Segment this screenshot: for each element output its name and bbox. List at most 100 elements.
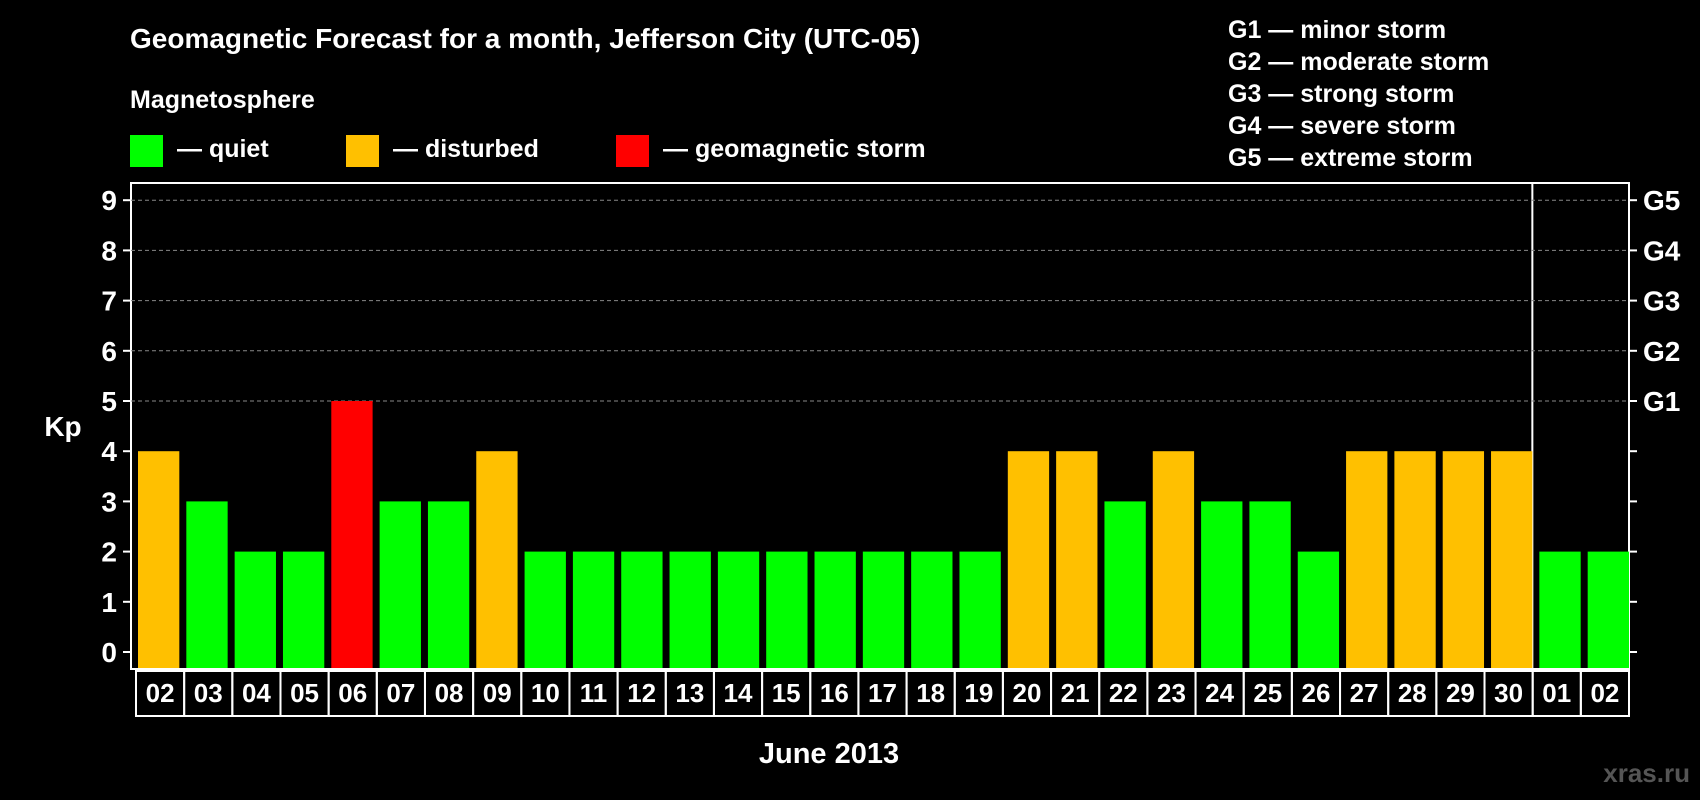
- x-tick-label: 08: [435, 678, 464, 708]
- x-tick-label: 09: [483, 678, 512, 708]
- storm-level-item: G4 — severe storm: [1228, 112, 1456, 140]
- legend-item: — geomagnetic storm: [616, 135, 926, 167]
- x-tick-label: 29: [1446, 678, 1475, 708]
- x-tick-label: 23: [1157, 678, 1186, 708]
- x-tick-label: 25: [1253, 678, 1282, 708]
- x-tick-label: 16: [820, 678, 849, 708]
- storm-scale-label: G4: [1643, 235, 1681, 266]
- bar: [1201, 501, 1243, 668]
- legend-swatch: [616, 135, 649, 167]
- legend-label: — disturbed: [393, 135, 539, 163]
- x-tick-label: 14: [724, 678, 753, 708]
- x-tick-label: 04: [242, 678, 271, 708]
- bar: [766, 551, 808, 668]
- bar: [1152, 451, 1195, 668]
- y-tick-label: 3: [101, 486, 117, 517]
- bar: [476, 451, 518, 668]
- storm-scale-label: G3: [1643, 286, 1680, 317]
- plot-frame: [130, 182, 1630, 670]
- x-tick-label: 12: [627, 678, 656, 708]
- date-cell: [1579, 670, 1631, 717]
- bar: [1587, 551, 1629, 668]
- storm-level-item: G2 — moderate storm: [1228, 48, 1489, 76]
- storm-level-item: G5 — extreme storm: [1228, 144, 1473, 172]
- y-tick-label: 4: [101, 436, 117, 467]
- x-tick-label: 19: [964, 678, 993, 708]
- legend-swatch: [130, 135, 163, 167]
- y-tick-label: 7: [101, 286, 117, 317]
- bar: [1394, 451, 1436, 668]
- y-tick-label: 8: [101, 235, 117, 266]
- bar: [911, 551, 953, 668]
- bar: [1007, 451, 1050, 668]
- bar: [524, 551, 566, 668]
- legend-heading: Magnetosphere: [130, 86, 315, 114]
- storm-scale-label: G2: [1643, 336, 1680, 367]
- bar: [1056, 451, 1098, 668]
- legend-label: — geomagnetic storm: [663, 135, 926, 163]
- x-tick-label: 21: [1061, 678, 1090, 708]
- x-tick-label: 24: [1205, 678, 1234, 708]
- x-tick-label: 26: [1301, 678, 1330, 708]
- y-tick-label: 9: [101, 185, 117, 216]
- x-tick-label: 03: [194, 678, 223, 708]
- legend-item: — quiet: [130, 135, 269, 167]
- x-tick-label: 20: [1013, 678, 1042, 708]
- x-tick-label: 18: [916, 678, 945, 708]
- legend-item: — disturbed: [346, 135, 539, 167]
- x-tick-label: 22: [1109, 678, 1138, 708]
- x-tick-label: 30: [1494, 678, 1523, 708]
- storm-level-list: G1 — minor storm G2 — moderate storm G3 — …: [1228, 16, 1489, 172]
- bar: [1346, 451, 1388, 668]
- storm-scale-label: G5: [1643, 185, 1680, 216]
- y-tick-label: 1: [101, 587, 117, 618]
- y-tick-label: 0: [101, 637, 117, 668]
- x-tick-label: 17: [868, 678, 897, 708]
- bar: [379, 501, 421, 668]
- legend: — quiet — disturbed — geomagnetic storm: [130, 135, 926, 167]
- y-axis-label: Kp: [44, 411, 81, 442]
- bar: [1539, 551, 1581, 668]
- x-tick-label: 02: [146, 678, 175, 708]
- x-tick-label: 02: [1590, 678, 1619, 708]
- bar: [234, 551, 276, 668]
- x-tick-label: 28: [1398, 678, 1427, 708]
- bar: [427, 501, 470, 668]
- x-tick-label: 06: [338, 678, 367, 708]
- bar: [717, 551, 760, 668]
- x-tick-label: 01: [1542, 678, 1571, 708]
- bar: [1442, 451, 1485, 668]
- bar: [282, 551, 325, 668]
- storm-scale-label: G1: [1643, 386, 1680, 417]
- legend-swatch: [346, 135, 379, 167]
- legend-label: — quiet: [177, 135, 269, 163]
- x-tick-label: 27: [1350, 678, 1379, 708]
- watermark: xras.ru: [1603, 758, 1690, 788]
- bar: [862, 551, 905, 668]
- bar: [331, 401, 373, 668]
- y-tick-label: 6: [101, 336, 117, 367]
- bar: [572, 551, 615, 668]
- x-axis-label: June 2013: [759, 738, 899, 770]
- storm-level-item: G3 — strong storm: [1228, 80, 1454, 108]
- bar: [959, 551, 1001, 668]
- x-tick-label: 10: [531, 678, 560, 708]
- chart-title: Geomagnetic Forecast for a month, Jeffer…: [130, 23, 920, 54]
- bar: [1491, 451, 1533, 668]
- bar: [814, 551, 856, 668]
- y-tick-label: 5: [101, 386, 117, 417]
- storm-level-item: G1 — minor storm: [1228, 16, 1446, 44]
- x-tick-label: 15: [772, 678, 801, 708]
- bar: [1104, 501, 1146, 668]
- bar: [621, 551, 663, 668]
- bar: [669, 551, 711, 668]
- x-tick-label: 13: [675, 678, 704, 708]
- y-tick-label: 2: [101, 537, 117, 568]
- bar: [1249, 501, 1291, 668]
- bar: [186, 501, 228, 668]
- bar: [138, 451, 180, 668]
- x-tick-label: 07: [386, 678, 415, 708]
- x-tick-label: 11: [580, 678, 608, 708]
